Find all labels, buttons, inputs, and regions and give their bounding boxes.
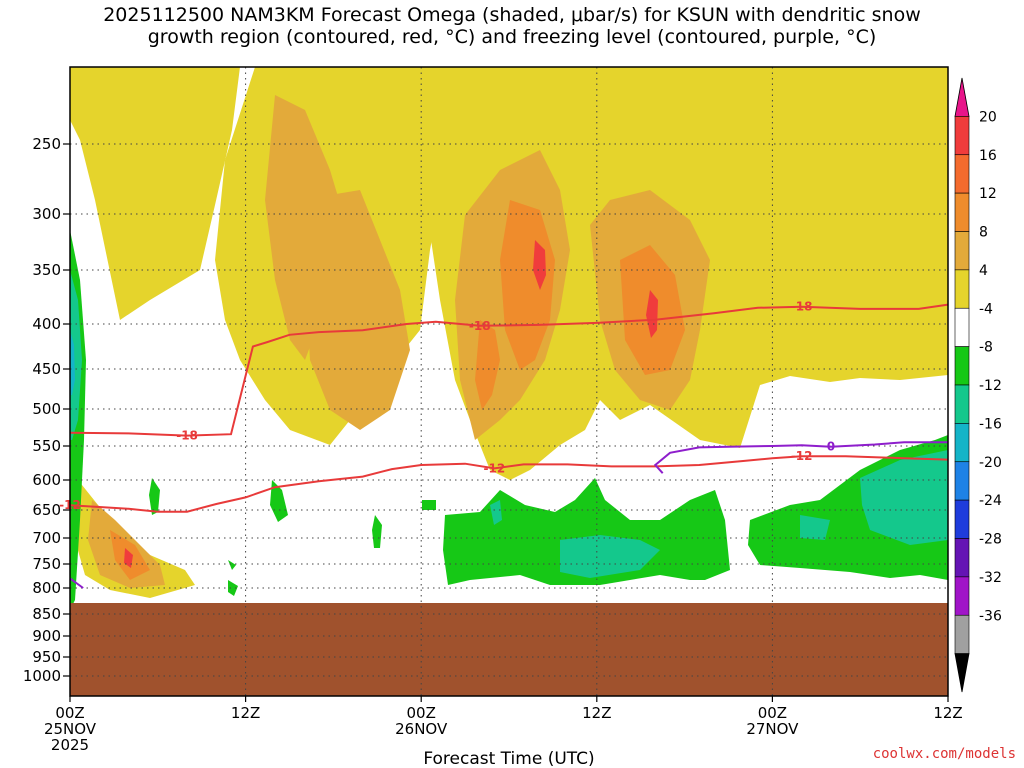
colorbar-swatch	[954, 269, 970, 309]
contour-lines: -18-18-18-12-12-120	[59, 300, 949, 589]
dgz-contour-minus12-label: -12	[791, 449, 813, 463]
x-tick-label: 12Z	[582, 704, 611, 722]
y-tick-label: 250	[32, 135, 61, 153]
freezing-level-contour-edge	[69, 577, 84, 589]
y-tick-label: 650	[32, 501, 61, 519]
colorbar-label: 20	[979, 109, 997, 125]
y-tick-label: 500	[32, 400, 61, 418]
colorbar-swatch	[954, 461, 970, 501]
colorbar-label: -16	[979, 416, 1002, 432]
x-tick-label: 00Z	[55, 704, 84, 722]
colorbar-swatch	[954, 116, 970, 156]
colorbar-swatch	[954, 499, 970, 539]
chart-title-line1: 2025112500 NAM3KM Forecast Omega (shaded…	[103, 4, 921, 26]
y-tick-label: 700	[32, 529, 61, 547]
colorbar-label: -4	[979, 301, 993, 317]
colorbar-label: -20	[979, 455, 1002, 471]
y-tick-label: 350	[32, 261, 61, 279]
y-tick-label: 800	[32, 579, 61, 597]
plot-frame	[69, 66, 949, 697]
colorbar-label: 12	[979, 186, 997, 202]
x-tick-date: 25NOV	[44, 720, 97, 738]
colorbar-label: -12	[979, 378, 1002, 394]
y-tick-label: 950	[32, 648, 61, 666]
terrain-below-ground	[70, 603, 948, 696]
y-tick-label: 600	[32, 471, 61, 489]
colorbar-bottom-arrow	[954, 653, 970, 693]
omega-negative-cyan	[70, 330, 75, 395]
colorbar-top-arrow	[954, 77, 970, 117]
dgz-contour-minus18-label: -18	[791, 300, 813, 314]
colorbar-swatch	[954, 576, 970, 616]
colorbar-swatch	[954, 346, 970, 386]
colorbar-swatch	[954, 538, 970, 578]
y-tick-label: 1000	[23, 667, 61, 685]
colorbar-label: 4	[979, 263, 988, 279]
y-tick-label: 400	[32, 315, 61, 333]
x-tick-label: 00Z	[758, 704, 787, 722]
x-tick-date: 27NOV	[746, 720, 799, 738]
y-tick-label: 900	[32, 627, 61, 645]
y-tick-label: 450	[32, 360, 61, 378]
y-tick-label: 750	[32, 555, 61, 573]
y-tick-label: 300	[32, 205, 61, 223]
omega-positive-red	[124, 240, 658, 568]
dgz-contour-minus12-label: -12	[484, 461, 506, 475]
x-tick-label: 12Z	[933, 704, 962, 722]
colorbar-label: 8	[979, 225, 988, 241]
freezing-level-contour-label: 0	[827, 440, 835, 454]
x-tick-label: 00Z	[407, 704, 436, 722]
dgz-contour-minus18-label: -18	[469, 319, 491, 333]
y-axis: 250 300 350 400 450 500 550 600 650 700 750 800 850 9…	[23, 135, 70, 685]
colorbar-label: -28	[979, 532, 1002, 548]
colorbar-swatch	[954, 154, 970, 194]
dgz-contour-minus18-label: -18	[176, 429, 198, 443]
colorbar-label: -24	[979, 493, 1002, 509]
gridlines	[70, 67, 948, 696]
credit-link[interactable]: coolwx.com/models	[872, 746, 1016, 762]
colorbar-label: -8	[979, 340, 993, 356]
x-tick-date: 26NOV	[395, 720, 448, 738]
omega-negative-teal	[70, 270, 948, 578]
colorbar: 20 16 12 8 4 -4 -8 -12 -16 -20 -24 -28 -32 -36	[954, 77, 1002, 693]
colorbar-swatch	[954, 307, 970, 347]
dgz-contour-minus12	[69, 455, 949, 513]
colorbar-label: -36	[979, 608, 1002, 624]
chart-title-line2: growth region (contoured, red, °C) and f…	[147, 26, 877, 48]
dgz-contour-minus18	[69, 303, 949, 437]
colorbar-swatch	[954, 231, 970, 271]
y-tick-label: 850	[32, 605, 61, 623]
colorbar-swatch	[954, 423, 970, 463]
x-tick-year: 2025	[51, 736, 89, 754]
omega-shading	[70, 67, 948, 696]
y-tick-label: 550	[32, 437, 61, 455]
colorbar-label: 16	[979, 148, 997, 164]
x-tick-label: 12Z	[231, 704, 260, 722]
x-axis-label: Forecast Time (UTC)	[423, 749, 594, 768]
colorbar-swatch	[954, 614, 970, 654]
freezing-level-contour	[653, 441, 948, 474]
colorbar-swatch	[954, 192, 970, 232]
colorbar-swatch	[954, 384, 970, 424]
colorbar-label: -32	[979, 570, 1002, 586]
